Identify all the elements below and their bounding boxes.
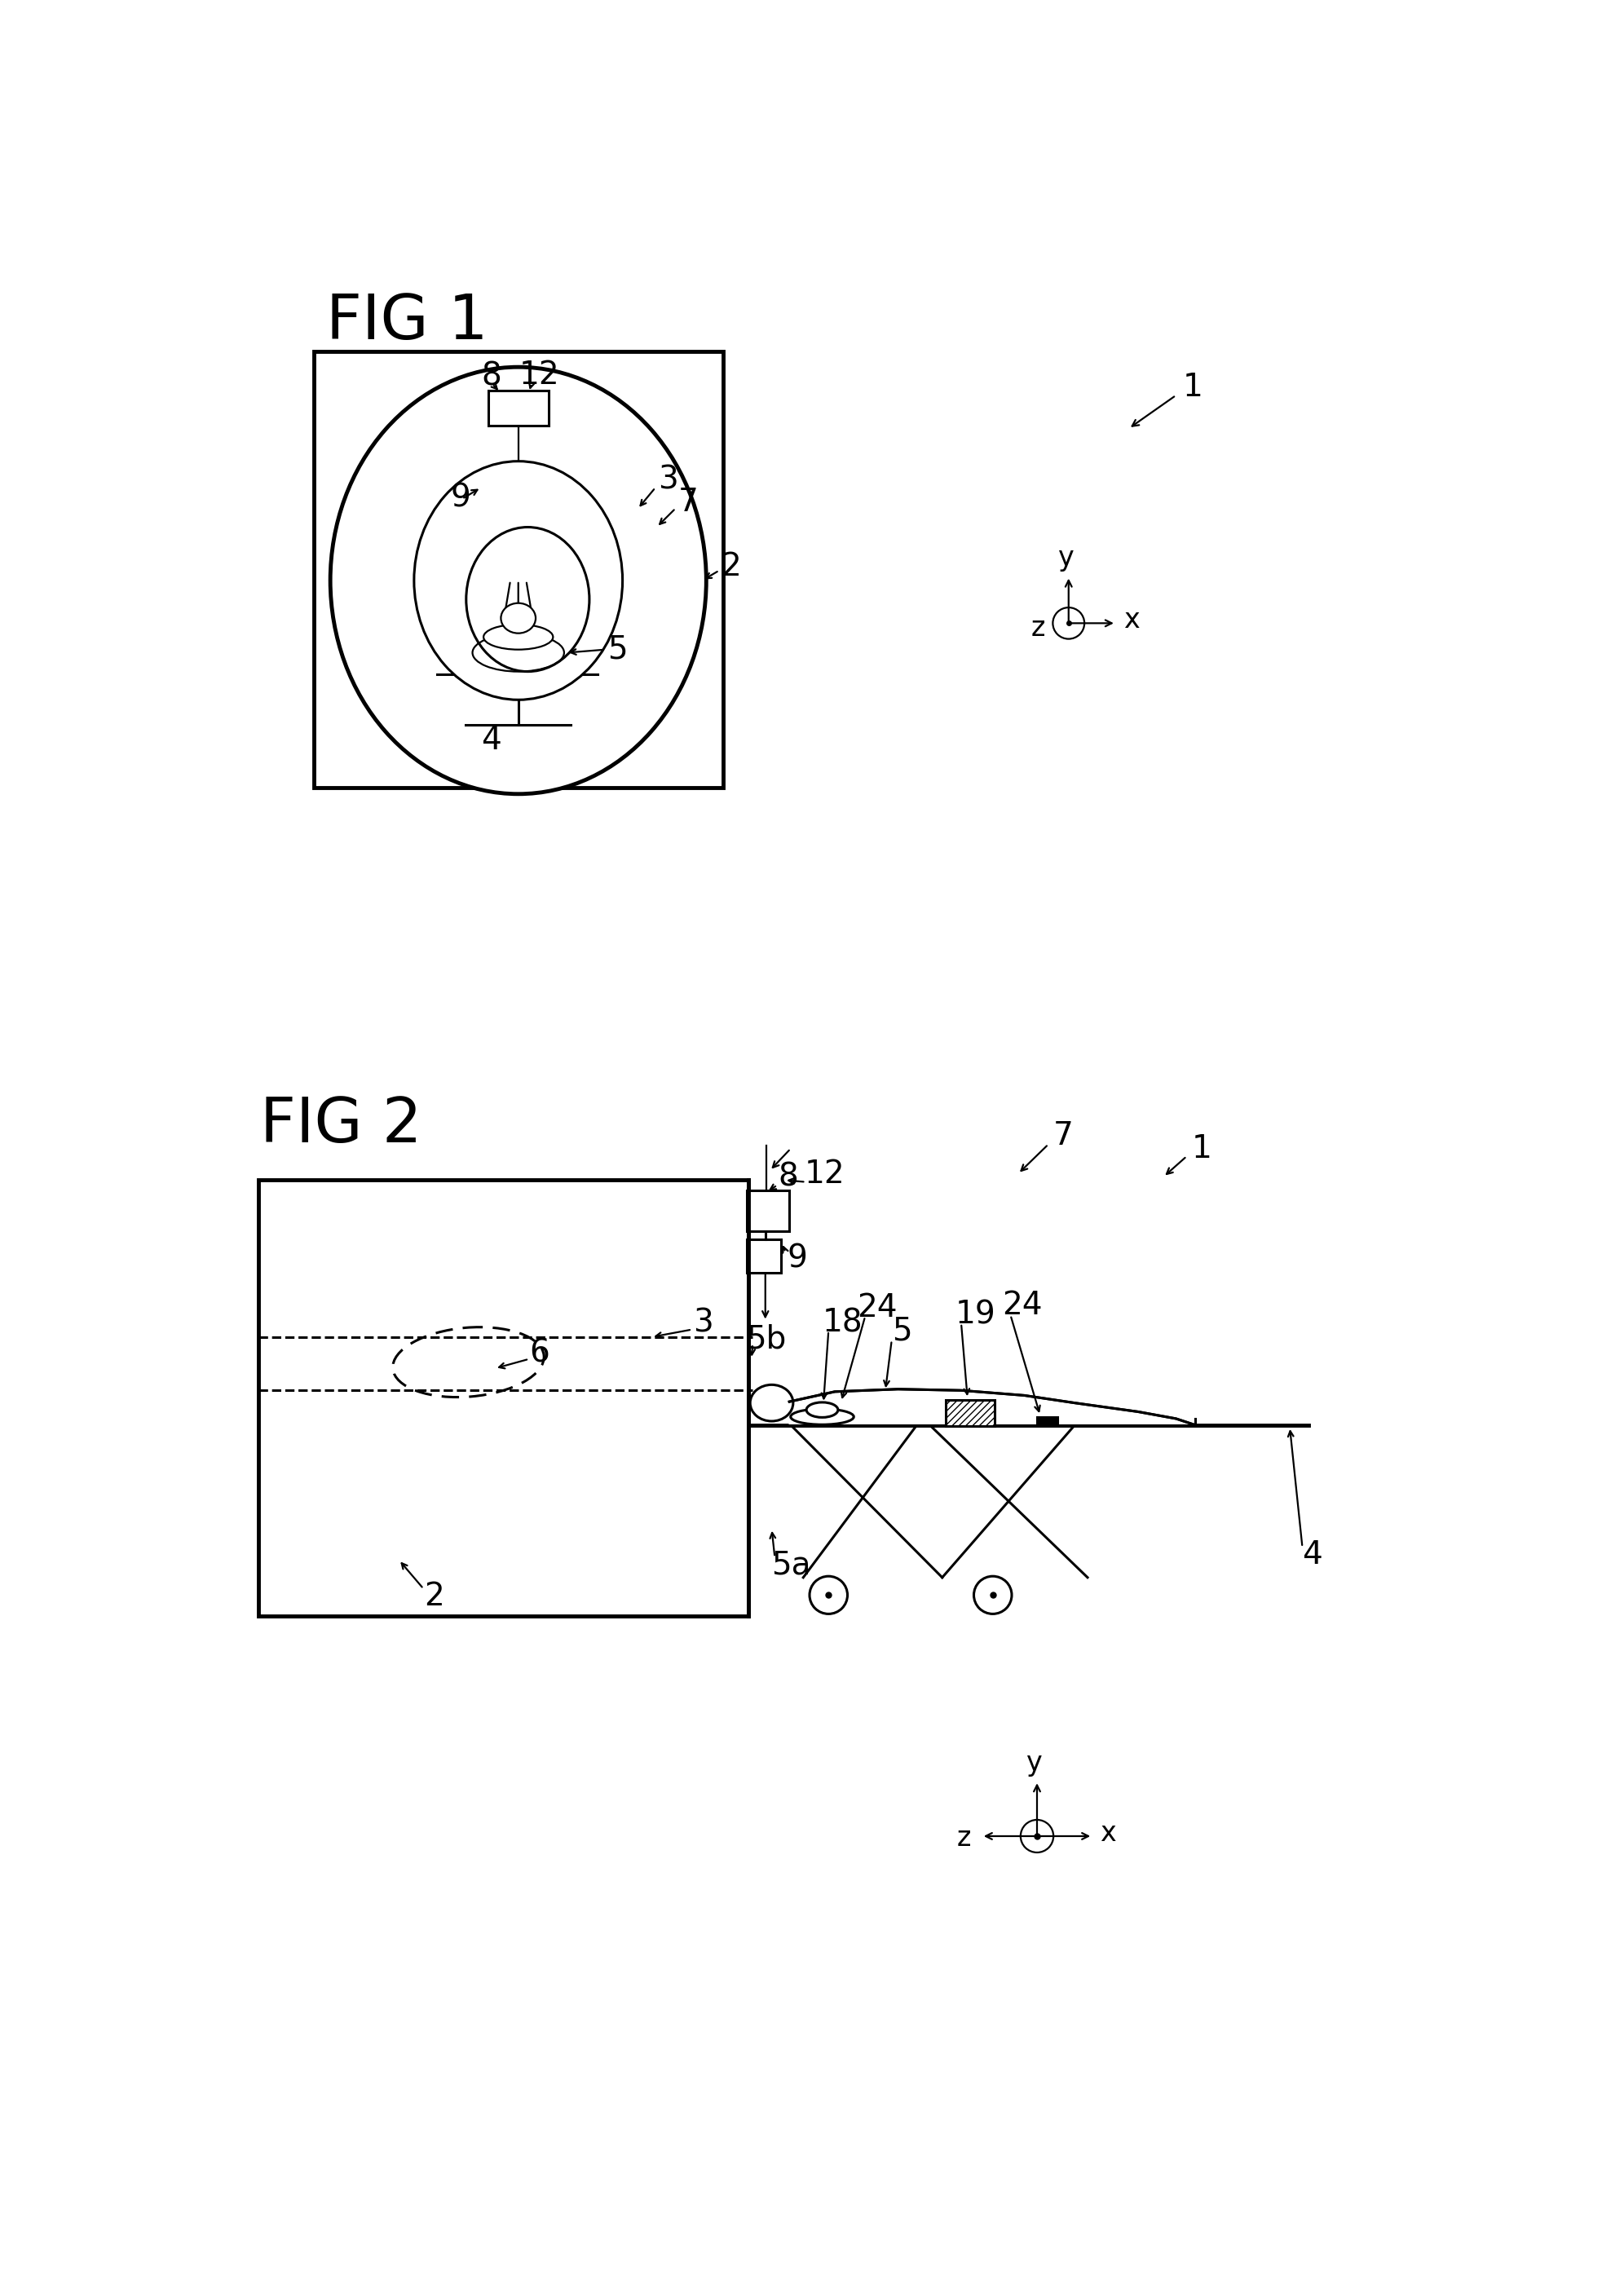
Text: 24: 24	[857, 1292, 898, 1323]
Bar	[945, 1401, 994, 1426]
Text: y: y	[1026, 1749, 1043, 1776]
Text: z: z	[957, 1826, 971, 1851]
Text: 12: 12	[804, 1157, 844, 1189]
Text: 24: 24	[1002, 1289, 1043, 1321]
Text: 7: 7	[679, 487, 698, 518]
Text: y: y	[1057, 546, 1073, 571]
Text: 18: 18	[822, 1308, 862, 1337]
Bar	[258, 1180, 749, 1617]
Text: 9: 9	[786, 1244, 807, 1273]
Text: 1: 1	[1182, 371, 1203, 402]
Text: 8: 8	[778, 1162, 797, 1192]
Text: 19: 19	[955, 1298, 996, 1330]
Text: 2: 2	[721, 550, 741, 582]
Text: 5a: 5a	[771, 1549, 810, 1580]
Text: 4: 4	[481, 725, 502, 755]
Text: 7: 7	[1052, 1121, 1073, 1151]
Ellipse shape	[484, 625, 554, 650]
Text: x: x	[1124, 607, 1140, 634]
Text: x: x	[1099, 1819, 1116, 1846]
Text: FIG 1: FIG 1	[326, 291, 489, 352]
Bar	[1038, 1417, 1057, 1426]
Ellipse shape	[807, 1403, 838, 1417]
Ellipse shape	[473, 634, 564, 671]
Bar	[489, 391, 549, 425]
Text: z: z	[1031, 614, 1046, 641]
Text: 5: 5	[607, 634, 627, 664]
Text: 3: 3	[658, 464, 679, 496]
Text: 5: 5	[892, 1314, 911, 1346]
Polygon shape	[789, 1389, 1195, 1426]
Text: 5b: 5b	[747, 1323, 786, 1355]
Text: 12: 12	[520, 359, 559, 391]
Text: 4: 4	[1302, 1539, 1322, 1571]
Ellipse shape	[500, 603, 536, 632]
Bar	[747, 1192, 789, 1233]
Bar	[747, 1239, 781, 1273]
Ellipse shape	[330, 366, 706, 794]
Text: 8: 8	[481, 362, 502, 391]
Text: 3: 3	[693, 1308, 713, 1337]
Ellipse shape	[414, 462, 622, 700]
Ellipse shape	[750, 1385, 793, 1421]
Text: FIG 2: FIG 2	[260, 1096, 422, 1155]
Text: 2: 2	[424, 1580, 445, 1612]
Text: 9: 9	[451, 482, 471, 514]
Text: 6: 6	[529, 1337, 551, 1369]
Bar	[313, 352, 723, 787]
Text: 1: 1	[1192, 1132, 1212, 1164]
Ellipse shape	[791, 1410, 854, 1424]
